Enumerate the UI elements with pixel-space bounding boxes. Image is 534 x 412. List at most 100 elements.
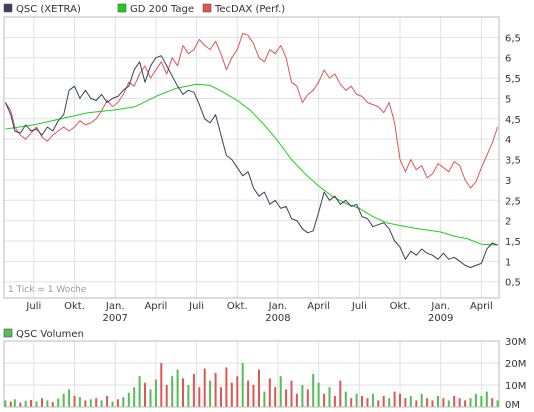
volume-bar xyxy=(247,380,250,407)
volume-bar xyxy=(9,401,12,407)
volume-bar xyxy=(350,398,353,407)
qsc-line xyxy=(4,55,498,268)
volume-bar xyxy=(328,387,331,407)
volume-bar xyxy=(447,400,450,407)
volume-bar xyxy=(409,396,412,407)
price-y-tick-label: 0,5 xyxy=(505,278,521,289)
price-x-tick-label: Jan. xyxy=(268,301,288,312)
volume-bar xyxy=(51,402,54,407)
volume-bar xyxy=(464,400,467,407)
volume-bar xyxy=(133,387,136,407)
volume-bar xyxy=(496,400,499,407)
volume-bar xyxy=(442,398,445,407)
volume-bar xyxy=(361,396,363,407)
volume-bar xyxy=(241,363,244,407)
legend-swatch-qsc xyxy=(3,3,13,13)
volume-bar xyxy=(100,400,103,407)
price-y-tick-label: 3,5 xyxy=(505,156,521,167)
volume-legend-swatch xyxy=(3,328,13,338)
volume-bar xyxy=(306,389,309,407)
volume-bar xyxy=(366,398,369,407)
volume-bar xyxy=(225,367,228,407)
volume-bar xyxy=(388,398,391,407)
price-y-tick-label: 1,5 xyxy=(505,237,521,248)
volume-bar xyxy=(176,369,179,407)
volume-bar xyxy=(230,382,233,407)
volume-bar xyxy=(279,376,282,407)
gd200-line xyxy=(5,83,498,246)
volume-bar xyxy=(431,400,434,407)
legend-swatch-gd200 xyxy=(117,3,127,13)
volume-legend-label: QSC Volumen xyxy=(16,329,84,340)
volume-bar xyxy=(290,380,293,407)
volume-y-axis: 0M 10M 20M 30M xyxy=(505,337,526,411)
volume-bar xyxy=(474,393,477,407)
legend-item-gd200: GD 200 Tage xyxy=(117,3,194,15)
volume-bar xyxy=(491,398,494,407)
legend-item-tecdax: TecDAX (Perf.) xyxy=(202,3,285,15)
price-x-tick-label: April xyxy=(307,301,330,312)
volume-bar xyxy=(149,389,152,407)
volume-bar xyxy=(485,391,488,407)
volume-bar xyxy=(258,369,260,407)
volume-bar xyxy=(182,378,184,407)
volume-bar xyxy=(160,363,163,407)
volume-bar xyxy=(399,393,401,407)
price-y-tick-label: 6,5 xyxy=(505,33,521,44)
volume-bar xyxy=(144,382,146,407)
volume-bar xyxy=(35,401,38,407)
volume-bar xyxy=(73,396,76,407)
volume-bar xyxy=(426,398,429,407)
price-y-tick-label: 3 xyxy=(505,176,511,187)
volume-bar xyxy=(95,398,98,407)
volume-bar xyxy=(339,380,342,407)
volume-bar xyxy=(453,396,456,407)
price-x-tick-label: April xyxy=(144,301,167,312)
price-y-tick-label: 1 xyxy=(505,257,511,268)
volume-bar xyxy=(30,400,33,407)
volume-bar xyxy=(41,398,43,407)
volume-bar xyxy=(116,399,119,407)
volume-bar xyxy=(312,374,315,407)
volume-bar xyxy=(295,393,298,407)
volume-bar xyxy=(198,387,201,407)
price-grid xyxy=(4,17,499,298)
volume-bar xyxy=(84,400,87,407)
tecdax-line xyxy=(4,32,499,189)
volume-bar xyxy=(57,398,60,407)
volume-frame xyxy=(3,340,500,408)
volume-bar xyxy=(192,374,195,407)
volume-bar xyxy=(154,379,157,407)
volume-y-tick-label: 30M xyxy=(505,337,526,348)
volume-bar xyxy=(377,400,380,407)
price-x-tick-label: Okt. xyxy=(390,301,411,312)
volume-bar xyxy=(106,396,109,407)
volume-bar xyxy=(89,399,92,407)
volume-bar xyxy=(268,378,271,407)
volume-bar xyxy=(317,382,320,407)
volume-y-tick-label: 20M xyxy=(505,359,526,370)
legend-swatch-tecdax xyxy=(202,3,212,13)
price-y-tick-label: 5,5 xyxy=(505,74,521,85)
volume-bar xyxy=(214,372,217,407)
price-y-tick-label: 4 xyxy=(505,135,511,146)
volume-bar xyxy=(415,400,418,407)
price-y-tick-label: 4,5 xyxy=(505,115,521,126)
volume-bar xyxy=(122,397,125,407)
price-x-axis: Juli Okt. Jan. April Juli Okt. Jan. April Juli Ok… xyxy=(25,301,492,324)
legend-label-tecdax: TecDAX (Perf.) xyxy=(214,4,285,15)
volume-bar xyxy=(274,387,277,407)
legend-label-qsc: QSC (XETRA) xyxy=(16,4,81,15)
volume-bar xyxy=(165,385,168,407)
volume-bar xyxy=(469,398,472,407)
volume-bar xyxy=(209,380,212,407)
price-lines xyxy=(4,32,499,268)
price-x-tick-label: Jan. xyxy=(105,301,125,312)
price-x-tick-label: April xyxy=(470,301,493,312)
price-year-label: 2009 xyxy=(428,313,453,324)
volume-bar xyxy=(4,400,7,407)
volume-bar xyxy=(236,376,239,407)
